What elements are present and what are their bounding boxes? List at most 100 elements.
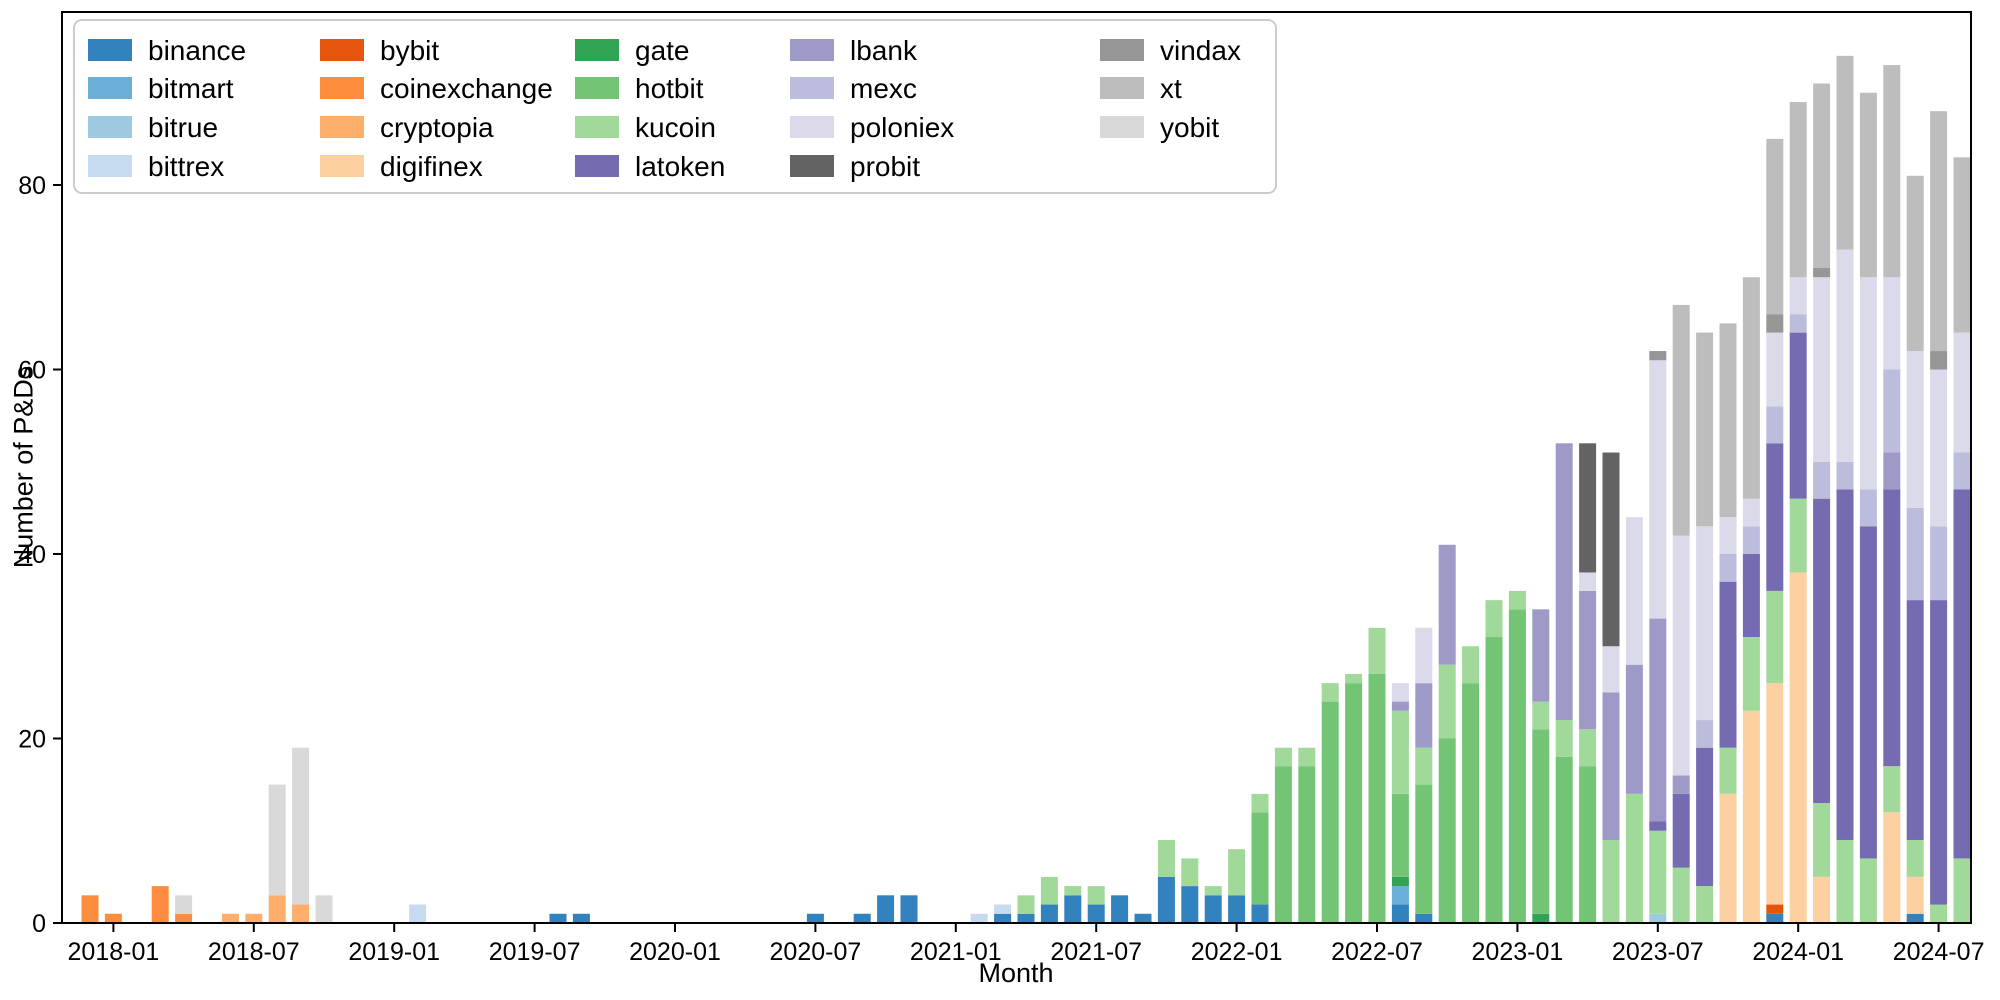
y-axis-title: Number of P&Ds	[8, 365, 39, 569]
legend-swatch-latoken	[575, 155, 619, 177]
bar-segment	[1064, 886, 1082, 896]
bar-segment	[1859, 489, 1877, 527]
bar-segment	[1719, 581, 1737, 748]
bar-segment	[1040, 904, 1058, 923]
x-tick-label: 2022-07	[1331, 938, 1423, 966]
bar-segment	[1813, 461, 1831, 499]
bar-segment	[1719, 554, 1737, 582]
bar-segment	[1930, 369, 1948, 527]
bar-segment	[1906, 839, 1924, 877]
legend-label-cryptopia: cryptopia	[380, 112, 494, 143]
bar-segment	[1602, 839, 1620, 923]
y-tick-label: 0	[32, 910, 46, 938]
bar-segment	[1813, 268, 1831, 278]
legend-label-bybit: bybit	[380, 35, 439, 66]
bar-segment	[1625, 664, 1643, 794]
legend-label-yobit: yobit	[1160, 112, 1219, 143]
bar-segment	[1298, 766, 1316, 923]
bar-segment	[1789, 572, 1807, 923]
legend-box	[73, 19, 1277, 194]
bar-segment	[1672, 793, 1690, 868]
bar-segment	[1696, 526, 1714, 721]
bar-segment	[1883, 369, 1901, 453]
bar-segment	[1906, 600, 1924, 840]
x-tick-label: 2024-07	[1893, 938, 1985, 966]
bar-segment	[1602, 646, 1620, 693]
bar-segment	[1532, 609, 1550, 702]
bar-segment	[1742, 710, 1760, 923]
bar-segment	[1415, 784, 1433, 914]
x-tick-label: 2019-01	[348, 938, 440, 966]
bar-segment	[1813, 876, 1831, 923]
legend-label-bitrue: bitrue	[148, 112, 218, 143]
bar-segment	[1836, 839, 1854, 923]
bar-segment	[1930, 600, 1948, 905]
bar-segment	[409, 904, 427, 923]
bar-segment	[1766, 314, 1784, 333]
bar-segment	[1766, 138, 1784, 315]
bar-segment	[1742, 637, 1760, 711]
bar-segment	[1438, 738, 1456, 923]
bar-segment	[1251, 793, 1269, 813]
bar-segment	[1813, 498, 1831, 804]
bar-segment	[1930, 351, 1948, 370]
bar-segment	[1813, 83, 1831, 269]
legend-label-hotbit: hotbit	[635, 73, 704, 104]
bar-segment	[1766, 590, 1784, 684]
bar-segment	[1345, 683, 1363, 923]
bar-segment	[1625, 793, 1643, 923]
bar-segment	[1766, 406, 1784, 444]
bar-segment	[1883, 489, 1901, 767]
bar-segment	[1696, 720, 1714, 748]
bar-segment	[1953, 157, 1971, 333]
x-tick-label: 2018-01	[68, 938, 160, 966]
bar-segment	[1766, 904, 1784, 914]
legend-swatch-hotbit	[575, 77, 619, 99]
bar-segment	[1930, 111, 1948, 352]
x-tick-label: 2022-01	[1191, 938, 1283, 966]
bar-segment	[1555, 756, 1573, 923]
legend-label-gate: gate	[635, 35, 690, 66]
bar-segment	[1391, 876, 1409, 887]
legend-label-latoken: latoken	[635, 151, 725, 182]
bar-segment	[1087, 886, 1105, 905]
bar-segment	[1789, 314, 1807, 333]
bar-segment	[1181, 886, 1199, 923]
bar-segment	[1836, 489, 1854, 840]
legend-swatch-bitmart	[88, 77, 132, 99]
plot-border	[61, 11, 1972, 924]
bar-segment	[1649, 360, 1667, 619]
bar-segment	[900, 895, 918, 923]
x-tick-label: 2018-07	[208, 938, 300, 966]
bar-segment	[1766, 443, 1784, 591]
legend-label-bittrex: bittrex	[148, 151, 224, 182]
bar-segment	[1883, 277, 1901, 370]
bar-segment	[572, 913, 590, 923]
legend-label-probit: probit	[850, 151, 920, 182]
bar-segment	[1883, 65, 1901, 278]
bar-segment	[1766, 683, 1784, 905]
bar-segment	[1883, 812, 1901, 923]
bar-segment	[292, 904, 310, 923]
bar-segment	[1789, 101, 1807, 278]
bar-segment	[1251, 812, 1269, 905]
bar-segment	[1906, 507, 1924, 601]
bar-segment	[1579, 572, 1597, 591]
bar-segment	[1579, 766, 1597, 923]
bar-segment	[1672, 304, 1690, 536]
bar-segment	[1859, 277, 1877, 490]
bar-segment	[1462, 683, 1480, 923]
bar-segment	[1742, 554, 1760, 638]
bar-segment	[1555, 720, 1573, 757]
bar-segment	[1719, 747, 1737, 794]
bar-segment	[1321, 701, 1339, 923]
bar-segment	[1228, 895, 1246, 923]
bar-segment	[1508, 590, 1526, 610]
legend-label-xt: xt	[1160, 73, 1182, 104]
y-tick-label: 60	[18, 357, 46, 385]
bar-segment	[1906, 876, 1924, 914]
legend-swatch-bitrue	[88, 116, 132, 138]
bar-segment	[1649, 351, 1667, 361]
